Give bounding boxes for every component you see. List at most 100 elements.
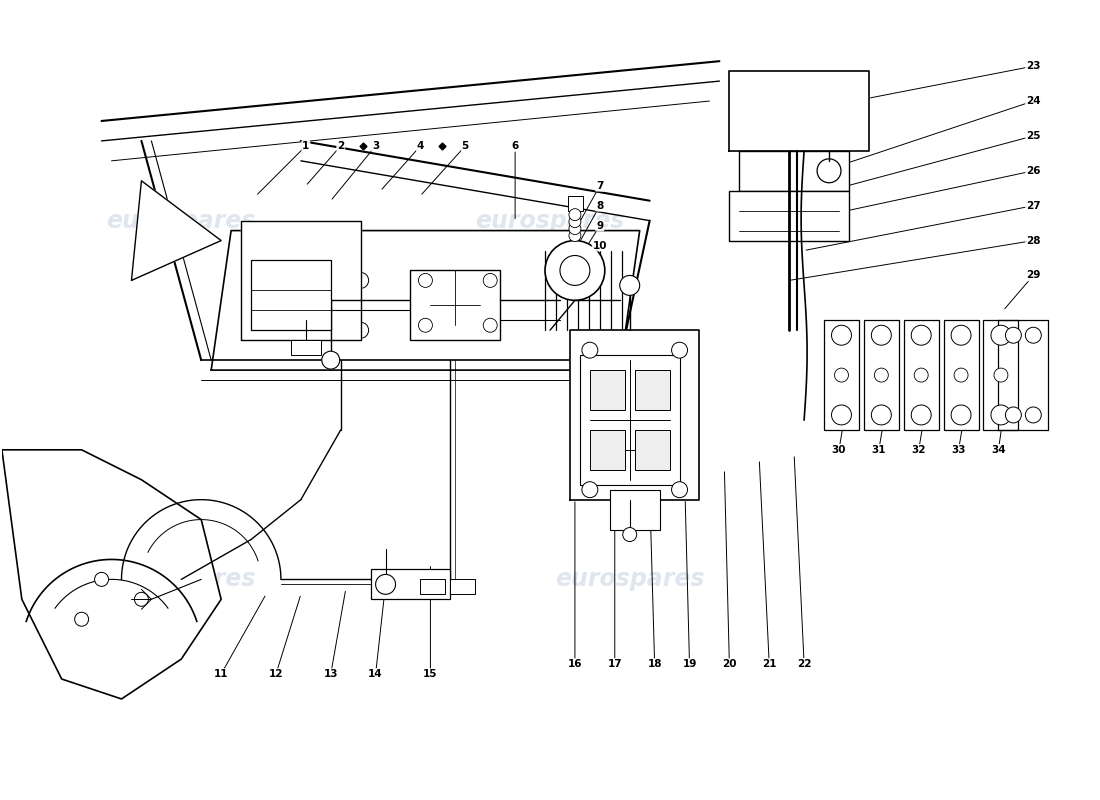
- Circle shape: [569, 216, 581, 228]
- Bar: [420, 579, 446, 594]
- Bar: [590, 430, 625, 470]
- Bar: [580, 355, 680, 485]
- Circle shape: [582, 342, 597, 358]
- Text: 26: 26: [1026, 166, 1041, 176]
- Text: 32: 32: [912, 445, 926, 455]
- Circle shape: [874, 368, 889, 382]
- Polygon shape: [241, 221, 361, 340]
- Text: 24: 24: [1026, 96, 1041, 106]
- Circle shape: [418, 274, 432, 287]
- Circle shape: [322, 351, 340, 369]
- Circle shape: [871, 326, 891, 345]
- Bar: [568, 196, 583, 210]
- Text: 8: 8: [596, 201, 604, 210]
- Text: 29: 29: [1026, 270, 1041, 281]
- Polygon shape: [570, 330, 700, 500]
- Text: 20: 20: [722, 659, 737, 669]
- Text: 3: 3: [372, 141, 379, 151]
- Text: 14: 14: [368, 669, 383, 679]
- Circle shape: [273, 273, 289, 288]
- Circle shape: [911, 326, 932, 345]
- Text: 19: 19: [682, 659, 696, 669]
- Circle shape: [991, 326, 1011, 345]
- Circle shape: [560, 255, 590, 286]
- Circle shape: [353, 322, 369, 338]
- Circle shape: [483, 318, 497, 332]
- Circle shape: [1025, 407, 1042, 423]
- Circle shape: [1005, 407, 1022, 423]
- Circle shape: [134, 592, 148, 606]
- Circle shape: [817, 159, 842, 182]
- Text: 34: 34: [991, 445, 1005, 455]
- Text: eurospares: eurospares: [107, 567, 256, 591]
- Circle shape: [672, 482, 688, 498]
- Bar: [824, 320, 859, 430]
- Text: 6: 6: [512, 141, 519, 151]
- Circle shape: [911, 405, 932, 425]
- Text: 27: 27: [1026, 201, 1041, 210]
- Circle shape: [954, 368, 968, 382]
- Bar: [729, 190, 849, 241]
- Circle shape: [619, 275, 640, 295]
- Bar: [635, 370, 670, 410]
- Circle shape: [835, 368, 848, 382]
- Circle shape: [483, 274, 497, 287]
- Circle shape: [994, 368, 1008, 382]
- Circle shape: [991, 405, 1011, 425]
- Text: 23: 23: [1026, 61, 1041, 71]
- Bar: [410, 270, 500, 340]
- Text: 13: 13: [323, 669, 338, 679]
- Circle shape: [442, 273, 459, 288]
- Text: 15: 15: [424, 669, 438, 679]
- Text: 12: 12: [268, 669, 283, 679]
- Bar: [609, 490, 660, 530]
- Text: 33: 33: [952, 445, 966, 455]
- Bar: [739, 151, 849, 190]
- Text: 30: 30: [832, 445, 846, 455]
- Circle shape: [914, 368, 928, 382]
- Polygon shape: [211, 230, 640, 370]
- Text: 31: 31: [871, 445, 887, 455]
- Bar: [590, 370, 625, 410]
- Circle shape: [1025, 327, 1042, 343]
- Bar: [290, 340, 321, 355]
- Circle shape: [832, 326, 851, 345]
- Circle shape: [952, 326, 971, 345]
- Circle shape: [418, 318, 432, 332]
- Text: 22: 22: [796, 659, 812, 669]
- Circle shape: [672, 342, 688, 358]
- Circle shape: [569, 209, 581, 221]
- Circle shape: [353, 273, 369, 288]
- Bar: [864, 320, 899, 430]
- Polygon shape: [729, 71, 869, 151]
- Circle shape: [832, 405, 851, 425]
- Text: 2: 2: [337, 141, 344, 151]
- Text: 16: 16: [568, 659, 582, 669]
- Circle shape: [375, 574, 396, 594]
- Bar: [983, 320, 1019, 430]
- Circle shape: [95, 572, 109, 586]
- Text: 28: 28: [1026, 235, 1041, 246]
- Bar: [371, 570, 450, 599]
- Text: 1: 1: [302, 141, 309, 151]
- Text: eurospares: eurospares: [556, 567, 704, 591]
- Bar: [635, 430, 670, 470]
- Polygon shape: [132, 181, 221, 281]
- Circle shape: [569, 222, 581, 234]
- Bar: [944, 320, 979, 430]
- Bar: [904, 320, 938, 430]
- Bar: [251, 261, 331, 330]
- Circle shape: [544, 241, 605, 300]
- Circle shape: [569, 230, 581, 242]
- Text: eurospares: eurospares: [107, 209, 256, 233]
- Text: 18: 18: [648, 659, 662, 669]
- Bar: [450, 579, 475, 594]
- Circle shape: [871, 405, 891, 425]
- Text: 4: 4: [417, 141, 425, 151]
- Circle shape: [623, 527, 637, 542]
- Text: 21: 21: [762, 659, 777, 669]
- Text: 17: 17: [607, 659, 623, 669]
- Text: 11: 11: [213, 669, 229, 679]
- Circle shape: [75, 612, 89, 626]
- Circle shape: [952, 405, 971, 425]
